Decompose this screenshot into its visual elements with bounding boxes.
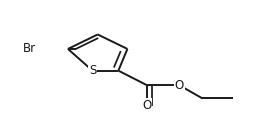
Text: Br: Br: [23, 42, 36, 55]
Text: O: O: [174, 79, 184, 92]
Text: O: O: [142, 99, 151, 112]
Text: S: S: [89, 64, 96, 77]
